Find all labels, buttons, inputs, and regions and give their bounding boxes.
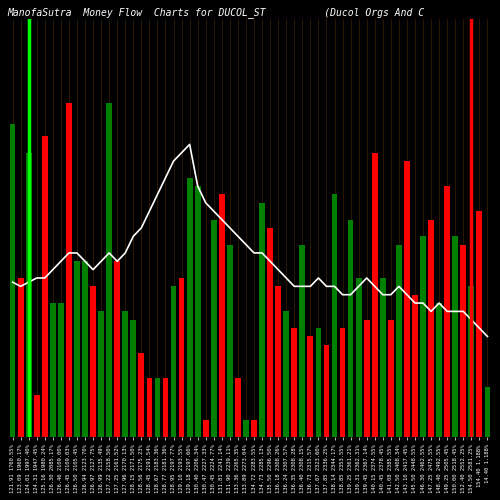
- Bar: [26, 152, 32, 437]
- Bar: [276, 286, 281, 436]
- Bar: [324, 345, 330, 436]
- Bar: [203, 420, 208, 436]
- Bar: [404, 161, 410, 436]
- Bar: [332, 194, 338, 436]
- Bar: [340, 328, 345, 436]
- Bar: [42, 136, 48, 436]
- Bar: [396, 244, 402, 436]
- Bar: [178, 278, 184, 436]
- Bar: [259, 203, 265, 436]
- Bar: [114, 262, 120, 436]
- Bar: [484, 386, 490, 436]
- Bar: [300, 244, 305, 436]
- Bar: [235, 378, 241, 436]
- Bar: [138, 353, 144, 436]
- Bar: [34, 395, 40, 436]
- Bar: [106, 102, 112, 436]
- Bar: [146, 378, 152, 436]
- Bar: [251, 420, 257, 436]
- Bar: [90, 286, 96, 436]
- Bar: [195, 186, 200, 436]
- Bar: [122, 312, 128, 436]
- Bar: [82, 262, 88, 436]
- Bar: [364, 320, 370, 436]
- Bar: [219, 194, 224, 436]
- Bar: [98, 312, 104, 436]
- Bar: [292, 328, 297, 436]
- Bar: [476, 211, 482, 436]
- Bar: [162, 378, 168, 436]
- Bar: [356, 278, 362, 436]
- Bar: [154, 378, 160, 436]
- Bar: [10, 124, 16, 436]
- Bar: [170, 286, 176, 436]
- Bar: [348, 220, 354, 436]
- Bar: [436, 303, 442, 436]
- Text: ManofaSutra  Money Flow  Charts for DUCOL_ST          (Ducol Orgs And C: ManofaSutra Money Flow Charts for DUCOL_…: [7, 7, 424, 18]
- Bar: [50, 303, 56, 436]
- Bar: [227, 244, 233, 436]
- Bar: [428, 220, 434, 436]
- Bar: [186, 178, 192, 436]
- Bar: [452, 236, 458, 436]
- Bar: [412, 294, 418, 436]
- Bar: [444, 186, 450, 436]
- Bar: [284, 312, 289, 436]
- Bar: [316, 328, 322, 436]
- Bar: [420, 236, 426, 436]
- Bar: [308, 336, 314, 436]
- Bar: [468, 286, 474, 436]
- Bar: [211, 220, 216, 436]
- Bar: [460, 244, 466, 436]
- Bar: [130, 320, 136, 436]
- Bar: [267, 228, 273, 436]
- Bar: [74, 262, 80, 436]
- Bar: [66, 102, 72, 436]
- Bar: [372, 152, 378, 437]
- Bar: [380, 278, 386, 436]
- Bar: [388, 320, 394, 436]
- Bar: [58, 303, 64, 436]
- Bar: [243, 420, 249, 436]
- Bar: [18, 278, 24, 436]
